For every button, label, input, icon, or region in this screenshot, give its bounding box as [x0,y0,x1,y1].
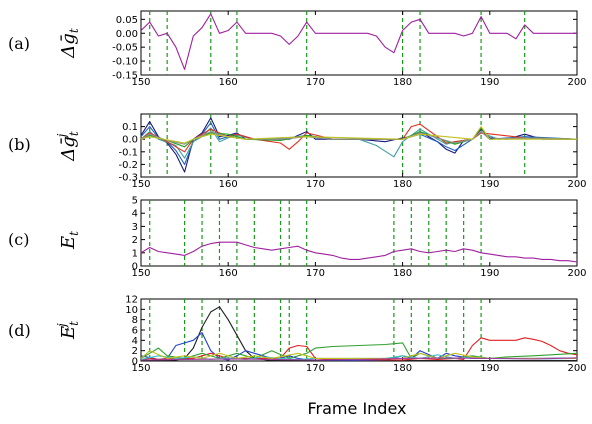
x-tick-label: 180 [393,363,412,374]
y-tick-label: 4 [132,336,138,347]
series-line-3 [140,337,578,361]
y-axis-label: Δḡtj [55,131,81,162]
x-tick-label: 160 [219,363,238,374]
plot-frame [140,113,578,178]
x-tick-label: 160 [219,77,238,88]
panel-label: (c) [8,230,29,249]
y-tick-label: -0.05 [112,43,138,54]
x-tick-label: 200 [567,77,586,88]
series-line-4 [140,123,578,153]
panel-3: (c) Et 150 160 170 180 190 200 5 4 3 2 1 0 [8,196,587,280]
y-axis-label: Δḡt [58,28,81,59]
y-tick-label: 1 [132,248,138,259]
x-tick-label: 150 [131,179,150,190]
y-tick-label: 6 [132,326,138,337]
x-tick-label: 190 [480,77,499,88]
panel-2: (b) Δḡtj 150 160 170 180 190 200 0.1 0.0-0.1 -0.2 -… [8,113,587,190]
x-tick-label: 170 [306,268,325,279]
y-tick-label: 0.0 [122,135,138,146]
x-tick-label: 160 [219,268,238,279]
x-tick-label: 150 [131,268,150,279]
series-line-2 [140,332,578,362]
series-line-6 [140,350,577,359]
x-tick-label: 200 [567,268,586,279]
x-axis-label: Frame Index [308,399,407,418]
y-tick-label: -0.2 [118,160,138,171]
series-line-7 [140,126,577,144]
x-tick-label: 170 [306,179,325,190]
x-tick-label: 160 [219,179,238,190]
plot-frame [140,10,578,76]
y-tick-label: 0.05 [116,15,138,26]
series-line-5 [140,127,578,148]
x-tick-label: 200 [567,363,586,374]
plot-frame [140,199,578,267]
y-tick-label: 0 [132,262,138,273]
x-tick-label: 190 [480,179,499,190]
y-tick-label: -0.1 [118,147,138,158]
y-tick-label: 12 [125,295,138,306]
x-tick-label: 170 [306,363,325,374]
series-line-1 [140,241,578,263]
plot-frame [140,298,578,362]
series-line-7 [140,357,578,361]
panel-label: (d) [8,321,31,340]
y-tick-label: 5 [132,196,138,207]
x-tick-label: 180 [393,268,412,279]
y-tick-label: 0.1 [122,122,138,133]
y-axis-label: Et [58,231,81,250]
y-tick-label: 3 [132,222,138,233]
y-tick-label: 2 [132,346,138,357]
x-tick-label: 170 [306,77,325,88]
x-tick-label: 150 [131,77,150,88]
y-tick-label: 10 [125,305,138,316]
y-tick-label: 8 [132,315,138,326]
panel-label: (b) [8,135,31,154]
x-tick-label: 180 [393,77,412,88]
y-tick-label: 2 [132,235,138,246]
y-tick-label: -0.3 [118,173,138,184]
x-tick-label: 200 [567,179,586,190]
x-tick-label: 190 [480,268,499,279]
panel-label: (a) [8,34,30,53]
y-tick-label: 4 [132,209,138,220]
x-tick-label: 180 [393,179,412,190]
y-tick-label: 0.00 [116,29,138,40]
series-line-1 [140,13,577,70]
y-tick-label: 0 [132,357,138,368]
y-tick-label: -0.10 [112,57,138,68]
y-axis-label: Etj [55,321,81,340]
x-tick-label: 190 [480,363,499,374]
y-tick-label: -0.15 [112,71,138,82]
panel-1: (a) Δḡt 150 160 170 180 190 200 0.05 0.00 -0.05 -0.… [8,10,587,88]
x-tick-label: 150 [131,363,150,374]
